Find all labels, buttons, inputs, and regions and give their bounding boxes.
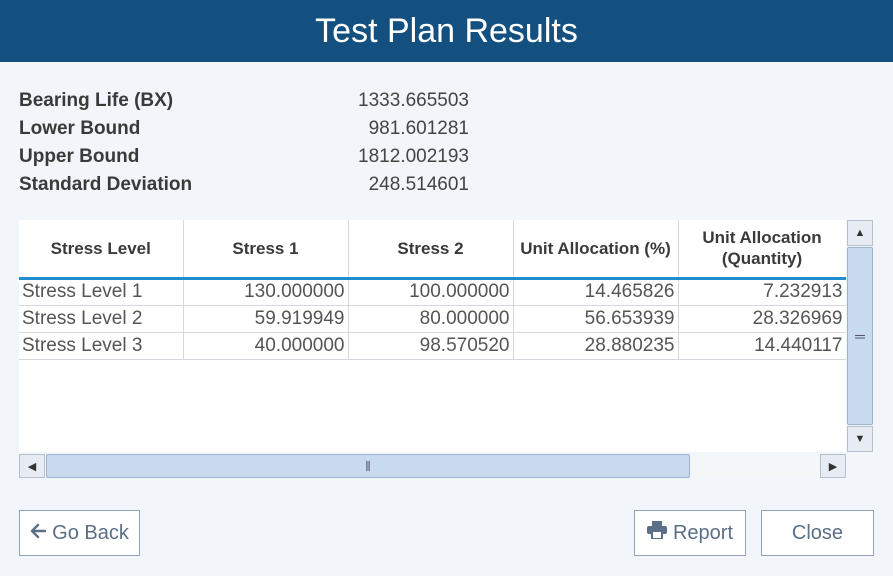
table-cell[interactable]: 80.000000 — [348, 305, 514, 333]
triangle-down-icon: ▼ — [854, 433, 866, 445]
summary-value: 981.601281 — [368, 118, 469, 139]
vertical-scroll-thumb[interactable]: ═ — [847, 247, 873, 425]
horizontal-scrollbar[interactable]: ◀ ‖ ▶ — [19, 454, 846, 478]
triangle-right-icon: ▶ — [828, 460, 838, 473]
table-cell[interactable]: 56.653939 — [513, 305, 679, 333]
table-row[interactable]: Stress Level 1 130.000000 100.000000 14.… — [19, 278, 846, 306]
grip-icon: ‖ — [365, 458, 371, 474]
scroll-down-button[interactable]: ▼ — [847, 426, 873, 452]
grip-icon: ═ — [855, 328, 865, 344]
table-cell[interactable]: 100.000000 — [348, 278, 514, 306]
summary-value: 1333.665503 — [358, 90, 469, 111]
arrow-left-icon — [30, 522, 47, 545]
scroll-left-button[interactable]: ◀ — [19, 454, 45, 478]
go-back-button[interactable]: Go Back — [19, 510, 140, 556]
summary-panel: Bearing Life (BX) 1333.665503 Lower Boun… — [19, 87, 479, 199]
table-cell[interactable]: 59.919949 — [183, 305, 349, 333]
printer-icon — [646, 521, 667, 545]
summary-label: Lower Bound — [19, 118, 141, 139]
table-row[interactable]: Stress Level 3 40.000000 98.570520 28.88… — [19, 332, 846, 360]
results-grid[interactable]: Stress Level Stress 1 Stress 2 Unit Allo… — [19, 220, 846, 452]
window-title-bar: Test Plan Results — [0, 0, 893, 62]
table-cell[interactable]: 130.000000 — [183, 278, 349, 306]
summary-label: Upper Bound — [19, 146, 140, 167]
summary-row-lower-bound: Lower Bound 981.601281 — [19, 115, 479, 143]
table-cell[interactable]: Stress Level 2 — [19, 305, 184, 333]
horizontal-scroll-thumb[interactable]: ‖ — [46, 454, 690, 478]
table-cell[interactable]: Stress Level 1 — [19, 278, 184, 306]
column-header-unit-allocation-quantity[interactable]: Unit Allocation (Quantity) — [678, 220, 846, 280]
summary-label: Bearing Life (BX) — [19, 90, 174, 111]
results-table: Stress Level Stress 1 Stress 2 Unit Allo… — [19, 220, 846, 360]
column-header-stress-1[interactable]: Stress 1 — [183, 220, 349, 280]
table-row[interactable]: Stress Level 2 59.919949 80.000000 56.65… — [19, 305, 846, 333]
summary-label: Standard Deviation — [19, 174, 193, 195]
summary-row-bearing-life: Bearing Life (BX) 1333.665503 — [19, 87, 479, 115]
scroll-up-button[interactable]: ▲ — [847, 220, 873, 246]
report-label: Report — [672, 521, 734, 544]
summary-row-upper-bound: Upper Bound 1812.002193 — [19, 143, 479, 171]
report-button[interactable]: Report — [634, 510, 746, 556]
go-back-label: Go Back — [52, 521, 129, 544]
close-button[interactable]: Close — [761, 510, 874, 556]
table-cell[interactable]: 40.000000 — [183, 332, 349, 360]
triangle-left-icon: ◀ — [27, 460, 37, 473]
table-cell[interactable]: Stress Level 3 — [19, 332, 184, 360]
triangle-up-icon: ▲ — [854, 227, 866, 239]
column-header-stress-2[interactable]: Stress 2 — [348, 220, 514, 280]
table-cell[interactable]: 14.440117 — [678, 332, 846, 360]
table-cell[interactable]: 7.232913 — [678, 278, 846, 306]
window-title: Test Plan Results — [315, 11, 578, 50]
column-header-stress-level[interactable]: Stress Level — [19, 220, 184, 280]
close-label: Close — [791, 521, 844, 544]
vertical-scrollbar[interactable]: ▲ ═ ▼ — [847, 220, 873, 452]
summary-value: 1812.002193 — [358, 146, 469, 167]
column-header-unit-allocation-percent[interactable]: Unit Allocation (%) — [513, 220, 679, 280]
summary-row-std-deviation: Standard Deviation 248.514601 — [19, 171, 479, 199]
table-cell[interactable]: 28.326969 — [678, 305, 846, 333]
table-header-row: Stress Level Stress 1 Stress 2 Unit Allo… — [19, 220, 846, 280]
table-cell[interactable]: 28.880235 — [513, 332, 679, 360]
table-cell[interactable]: 14.465826 — [513, 278, 679, 306]
summary-value: 248.514601 — [368, 174, 469, 195]
table-cell[interactable]: 98.570520 — [348, 332, 514, 360]
scroll-right-button[interactable]: ▶ — [820, 454, 846, 478]
